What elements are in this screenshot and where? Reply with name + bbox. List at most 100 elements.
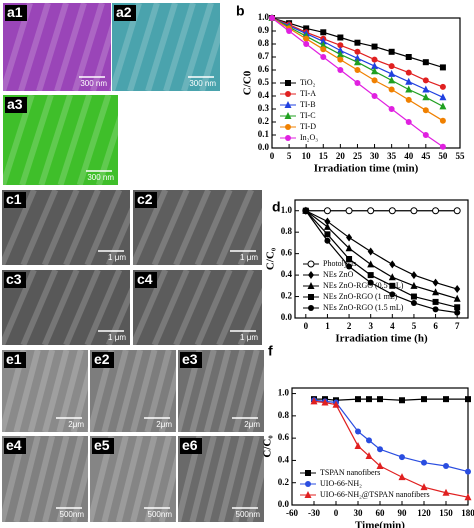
marker bbox=[354, 39, 361, 46]
marker bbox=[439, 143, 446, 150]
marker bbox=[345, 244, 353, 252]
panel-label: e6 bbox=[182, 437, 198, 453]
fiber-texture bbox=[41, 188, 80, 267]
marker bbox=[432, 288, 440, 296]
marker bbox=[332, 400, 340, 408]
panel-label-bg bbox=[4, 438, 26, 454]
panel-label: e2 bbox=[94, 351, 110, 367]
fiber-texture bbox=[0, 268, 37, 347]
fiber-texture bbox=[13, 435, 41, 523]
marker bbox=[377, 396, 383, 403]
fiber-texture bbox=[194, 268, 233, 347]
panel-label-bg bbox=[180, 352, 202, 368]
chart-label: d bbox=[272, 199, 281, 215]
marker bbox=[308, 305, 314, 311]
marker bbox=[422, 85, 430, 93]
fiber-texture bbox=[54, 2, 87, 92]
scale-label: 1 μm bbox=[240, 253, 258, 262]
x-tick-label: 6 bbox=[433, 321, 438, 331]
panel-label-bg bbox=[5, 5, 27, 21]
series-line bbox=[305, 210, 458, 314]
fiber-texture bbox=[76, 94, 112, 186]
scale-label: 1 μm bbox=[108, 333, 126, 342]
marker bbox=[439, 83, 446, 90]
x-tick-label: -30 bbox=[308, 508, 320, 518]
marker bbox=[302, 207, 309, 214]
fiber-texture bbox=[151, 268, 190, 347]
y-tick-label: 0.3 bbox=[258, 103, 270, 113]
marker bbox=[284, 112, 292, 119]
panel-label: c1 bbox=[6, 191, 22, 207]
scale-label: 500nm bbox=[148, 510, 173, 519]
marker bbox=[464, 493, 472, 501]
y-tick-label: 0.7 bbox=[258, 51, 270, 61]
panel-label-bg bbox=[114, 5, 136, 21]
fiber-texture bbox=[194, 188, 233, 267]
x-tick-label: 150 bbox=[439, 508, 453, 518]
fiber-texture bbox=[203, 435, 232, 523]
scale-label: 500nm bbox=[236, 510, 261, 519]
marker bbox=[405, 54, 412, 60]
x-tick-label: 20 bbox=[336, 151, 346, 161]
marker bbox=[422, 107, 429, 114]
marker bbox=[439, 117, 446, 124]
marker bbox=[337, 42, 344, 49]
fiber-texture bbox=[189, 349, 217, 433]
y-tick-label: 0.0 bbox=[281, 312, 293, 322]
marker bbox=[367, 272, 374, 279]
marker bbox=[388, 48, 395, 55]
panel-label: e4 bbox=[6, 437, 22, 453]
plot-frame bbox=[294, 199, 469, 319]
marker bbox=[324, 217, 331, 226]
fiber-texture bbox=[19, 94, 54, 186]
panel-label: e5 bbox=[94, 437, 110, 453]
fiber-texture bbox=[173, 188, 212, 267]
marker bbox=[465, 468, 471, 475]
y-tick-label: 0.4 bbox=[258, 90, 270, 100]
fiber-texture bbox=[237, 188, 276, 267]
fiber-texture bbox=[145, 2, 178, 92]
marker bbox=[324, 231, 331, 238]
marker bbox=[410, 281, 418, 289]
marker bbox=[439, 93, 447, 101]
scale-label: 2μm bbox=[244, 420, 260, 429]
series-line bbox=[305, 210, 458, 300]
x-tick-label: 45 bbox=[421, 151, 431, 161]
marker bbox=[454, 309, 461, 316]
legend-label: In₂O₃ bbox=[300, 133, 318, 142]
legend-label: UIO-66-NH₂ bbox=[320, 479, 362, 488]
fiber-texture bbox=[27, 349, 56, 433]
y-tick-label: 1.0 bbox=[281, 205, 293, 215]
y-tick-label: 0.6 bbox=[258, 64, 270, 74]
marker bbox=[388, 86, 395, 93]
marker bbox=[307, 282, 315, 289]
legend-label: NEs ZnO-RGO (1 mL) bbox=[323, 292, 398, 301]
marker bbox=[304, 491, 312, 498]
y-tick-label: 0.0 bbox=[258, 142, 270, 152]
marker bbox=[336, 46, 344, 54]
x-tick-label: 2 bbox=[347, 321, 352, 331]
series-line bbox=[313, 400, 469, 498]
x-axis-label: Irradiation time (h) bbox=[335, 333, 428, 345]
x-tick-label: 4 bbox=[390, 321, 395, 331]
marker bbox=[310, 397, 318, 405]
marker bbox=[389, 282, 396, 289]
marker bbox=[336, 50, 344, 58]
marker bbox=[284, 101, 292, 108]
y-axis-label: C/C₀ bbox=[262, 435, 274, 458]
x-tick-label: 55 bbox=[456, 151, 466, 161]
fiber-texture bbox=[218, 435, 246, 523]
marker bbox=[308, 271, 314, 279]
y-tick-label: 0.6 bbox=[281, 248, 293, 258]
fiber-texture bbox=[63, 268, 101, 347]
fiber-texture bbox=[36, 2, 69, 92]
marker bbox=[305, 481, 311, 487]
panel-label: e1 bbox=[6, 351, 22, 367]
marker bbox=[319, 41, 327, 49]
fiber-texture bbox=[127, 2, 160, 92]
panel-label-bg bbox=[4, 352, 26, 368]
marker bbox=[353, 58, 361, 66]
fiber-texture bbox=[20, 268, 59, 347]
scale-label: 300 nm bbox=[80, 79, 107, 88]
legend-label: TI-A bbox=[300, 89, 316, 98]
